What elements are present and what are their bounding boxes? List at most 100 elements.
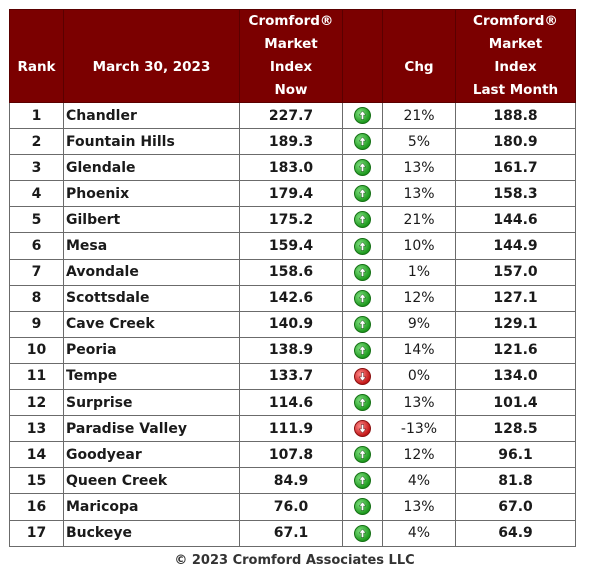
market-index-table-container: Rank March 30, 2023 Cromford® Market Ind… (9, 9, 576, 547)
rank-cell: 10 (9, 336, 64, 364)
change-cell: 5% (382, 128, 456, 156)
arrow-up-icon (354, 446, 371, 464)
index-last-month-cell: 161.7 (455, 154, 576, 182)
rank-cell: 9 (9, 310, 64, 338)
rank-cell: 11 (9, 362, 64, 391)
header-last-line: Cromford® (473, 13, 558, 29)
arrow-up-icon (354, 159, 371, 177)
direction-cell (342, 389, 383, 417)
index-now-cell: 111.9 (239, 415, 343, 443)
rank-cell: 1 (9, 101, 64, 130)
table-row: 1 Chandler 227.7 21% 188.8 (9, 101, 576, 130)
index-now-cell: 133.7 (239, 362, 343, 391)
city-cell: Tempe (63, 362, 240, 391)
city-cell: Surprise (63, 389, 240, 417)
index-last-month-cell: 180.9 (455, 128, 576, 156)
direction-cell (342, 441, 383, 469)
index-last-month-cell: 134.0 (455, 362, 576, 391)
rank-cell: 4 (9, 180, 64, 208)
header-last-line: Last Month (472, 82, 559, 98)
change-cell: 21% (382, 101, 456, 130)
copyright-footer: © 2023 Cromford Associates LLC (174, 553, 415, 568)
direction-cell (342, 519, 383, 547)
index-last-month-cell: 188.8 (455, 101, 576, 130)
index-now-cell: 67.1 (239, 519, 343, 547)
index-now-cell: 107.8 (239, 441, 343, 469)
index-now-cell: 114.6 (239, 389, 343, 417)
index-last-month-cell: 121.6 (455, 336, 576, 364)
table-row: 4 Phoenix 179.4 13% 158.3 (9, 180, 576, 208)
city-cell: Buckeye (63, 519, 240, 547)
arrow-up-icon (354, 394, 371, 412)
rank-cell: 8 (9, 284, 64, 312)
header-now-line: Market (264, 36, 318, 52)
direction-cell (342, 467, 383, 495)
city-cell: Gilbert (63, 206, 240, 234)
arrow-up-icon (354, 263, 371, 281)
change-cell: 13% (382, 154, 456, 182)
header-row: Rank March 30, 2023 Cromford® Market Ind… (9, 9, 576, 103)
change-cell: 0% (382, 362, 456, 391)
rank-cell: 2 (9, 128, 64, 156)
header-chg: Chg (382, 9, 456, 103)
table-row: 16 Maricopa 76.0 13% 67.0 (9, 493, 576, 521)
index-last-month-cell: 129.1 (455, 310, 576, 338)
index-now-cell: 183.0 (239, 154, 343, 182)
change-cell: 12% (382, 441, 456, 469)
direction-cell (342, 493, 383, 521)
index-now-cell: 142.6 (239, 284, 343, 312)
rank-cell: 14 (9, 441, 64, 469)
city-cell: Peoria (63, 336, 240, 364)
table-row: 13 Paradise Valley 111.9 -13% 128.5 (9, 415, 576, 443)
direction-cell (342, 101, 383, 130)
header-arrow (342, 9, 383, 103)
table-row: 6 Mesa 159.4 10% 144.9 (9, 232, 576, 260)
city-cell: Phoenix (63, 180, 240, 208)
index-now-cell: 227.7 (239, 101, 343, 130)
city-cell: Avondale (63, 258, 240, 286)
index-now-cell: 175.2 (239, 206, 343, 234)
city-cell: Queen Creek (63, 467, 240, 495)
table-row: 3 Glendale 183.0 13% 161.7 (9, 154, 576, 182)
city-cell: Chandler (63, 101, 240, 130)
table-row: 9 Cave Creek 140.9 9% 129.1 (9, 310, 576, 338)
header-index-now: Cromford® Market Index Now (239, 9, 343, 103)
arrow-up-icon (354, 185, 371, 203)
direction-cell (342, 180, 383, 208)
direction-cell (342, 310, 383, 338)
rank-cell: 12 (9, 389, 64, 417)
arrow-up-icon (354, 211, 371, 229)
change-cell: 1% (382, 258, 456, 286)
arrow-down-icon (354, 420, 371, 438)
direction-cell (342, 232, 383, 260)
direction-cell (342, 284, 383, 312)
header-date: March 30, 2023 (63, 9, 240, 103)
arrow-down-icon (354, 367, 371, 385)
change-cell: 4% (382, 467, 456, 495)
table-row: 5 Gilbert 175.2 21% 144.6 (9, 206, 576, 234)
direction-cell (342, 258, 383, 286)
direction-cell (342, 336, 383, 364)
table-row: 2 Fountain Hills 189.3 5% 180.9 (9, 128, 576, 156)
change-cell: -13% (382, 415, 456, 443)
city-cell: Goodyear (63, 441, 240, 469)
index-now-cell: 179.4 (239, 180, 343, 208)
index-last-month-cell: 96.1 (455, 441, 576, 469)
index-now-cell: 159.4 (239, 232, 343, 260)
index-last-month-cell: 158.3 (455, 180, 576, 208)
index-last-month-cell: 128.5 (455, 415, 576, 443)
table-row: 11 Tempe 133.7 0% 134.0 (9, 362, 576, 391)
rank-cell: 5 (9, 206, 64, 234)
arrow-up-icon (354, 472, 371, 490)
city-cell: Scottsdale (63, 284, 240, 312)
index-now-cell: 140.9 (239, 310, 343, 338)
city-cell: Maricopa (63, 493, 240, 521)
index-last-month-cell: 127.1 (455, 284, 576, 312)
city-cell: Glendale (63, 154, 240, 182)
direction-cell (342, 415, 383, 443)
arrow-up-icon (354, 524, 371, 542)
index-now-cell: 76.0 (239, 493, 343, 521)
arrow-up-icon (354, 133, 371, 151)
change-cell: 12% (382, 284, 456, 312)
rank-cell: 17 (9, 519, 64, 547)
